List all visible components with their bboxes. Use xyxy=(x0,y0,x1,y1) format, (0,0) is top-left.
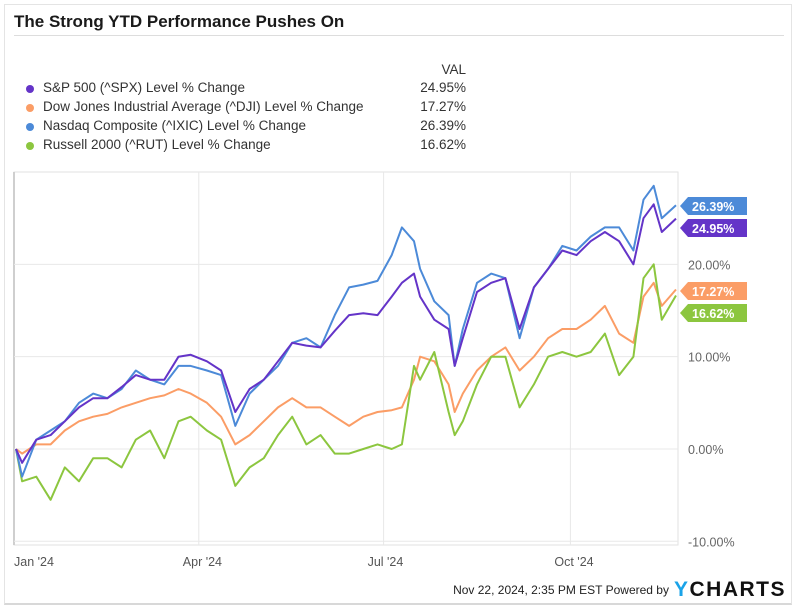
legend-value: 16.62% xyxy=(420,137,466,152)
legend-header-val: VAL xyxy=(441,62,466,77)
series-line xyxy=(15,184,677,478)
x-tick-label: Apr '24 xyxy=(183,555,222,569)
x-tick-label: Jan '24 xyxy=(14,555,54,569)
legend-value: 26.39% xyxy=(420,118,466,133)
chart-title: The Strong YTD Performance Pushes On xyxy=(14,12,345,31)
x-tick-label: Oct '24 xyxy=(554,555,593,569)
value-callout xyxy=(680,197,747,215)
y-tick-label: 10.00% xyxy=(688,351,730,365)
legend-item-dji[interactable]: Dow Jones Industrial Average (^DJI) Leve… xyxy=(14,99,474,118)
legend-label: Dow Jones Industrial Average (^DJI) Leve… xyxy=(43,99,364,114)
legend-dot-icon xyxy=(26,123,34,131)
series-line xyxy=(15,263,677,501)
legend-dot-icon xyxy=(26,142,34,150)
chart-frame xyxy=(4,4,792,605)
value-callout xyxy=(680,219,747,237)
legend-label: Nasdaq Composite (^IXIC) Level % Change xyxy=(43,118,306,133)
value-callout-label: 26.39% xyxy=(692,200,734,214)
legend-label: S&P 500 (^SPX) Level % Change xyxy=(43,80,245,95)
value-callout xyxy=(680,304,747,322)
y-tick-label: 20.00% xyxy=(688,258,730,272)
ycharts-logo: YCHARTS xyxy=(673,578,786,601)
y-tick-label: -10.00% xyxy=(688,535,735,549)
legend-value: 24.95% xyxy=(420,80,466,95)
value-callout-label: 17.27% xyxy=(692,285,734,299)
value-callout xyxy=(680,282,747,300)
y-tick-label: 0.00% xyxy=(688,443,723,457)
footer: Nov 22, 2024, 2:35 PM EST Powered by YCH… xyxy=(453,578,786,602)
legend-dot-icon xyxy=(26,85,34,93)
series-line xyxy=(15,203,677,464)
legend-item-ixic[interactable]: Nasdaq Composite (^IXIC) Level % Change … xyxy=(14,118,474,137)
timestamp: Nov 22, 2024, 2:35 PM EST Powered by xyxy=(453,583,669,597)
x-tick-label: Jul '24 xyxy=(368,555,404,569)
legend-value: 17.27% xyxy=(420,99,466,114)
plot-area xyxy=(13,171,679,546)
legend-label: Russell 2000 (^RUT) Level % Change xyxy=(43,137,271,152)
value-callout-label: 16.62% xyxy=(692,307,734,321)
legend-item-rut[interactable]: Russell 2000 (^RUT) Level % Change 16.62… xyxy=(14,137,474,156)
title-divider xyxy=(14,35,784,36)
legend-item-spx[interactable]: S&P 500 (^SPX) Level % Change 24.95% xyxy=(14,80,474,99)
value-callout-label: 24.95% xyxy=(692,222,734,236)
legend-dot-icon xyxy=(26,104,34,112)
series-line xyxy=(15,281,677,455)
